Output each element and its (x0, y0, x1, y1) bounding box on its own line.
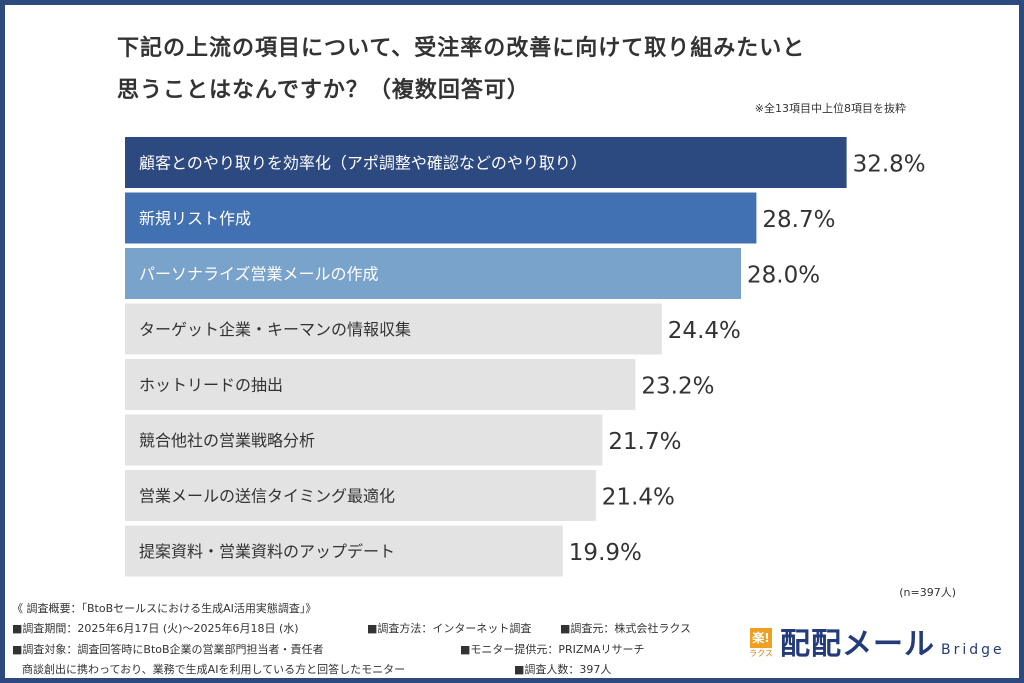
survey-target-detail: 商談創出に携わっており、業務で生成AIを利用している方と回答したモニター (22, 663, 406, 676)
logo-name: 配配メール (780, 627, 935, 662)
bar-category-label: 顧客とのやり取りを効率化（アポ調整や確認などのやり取り） (139, 154, 587, 173)
logo-sub: Bridge (941, 642, 1005, 658)
chart-note: ※全13項目中上位8項目を抜粋 (754, 102, 906, 115)
survey-source: ■調査元：株式会社ラクス (560, 622, 692, 635)
bar (125, 359, 636, 410)
bar (125, 248, 741, 299)
footer-row-2: ■調査対象：調査回答時にBtoB企業の営業部門担当者・責任者 ■モニター提供元：… (12, 641, 712, 656)
rakus-logo-icon: 楽! ラクス (748, 628, 774, 662)
survey-title: 《 調査概要：「BtoBセールスにおける生成AI活用実態調査」》 (12, 602, 317, 615)
bar-value-label: 23.2% (641, 374, 714, 400)
bar-value-label: 32.8% (853, 152, 926, 178)
footer-row-3: 商談創出に携わっており、業務で生成AIを利用している方と回答したモニター ■調査… (12, 661, 712, 676)
survey-target: ■調査対象：調査回答時にBtoB企業の営業部門担当者・責任者 (12, 643, 324, 656)
bar-category-label: 営業メールの送信タイミング最適化 (139, 487, 395, 506)
survey-monitor: ■モニター提供元：PRIZMAリサーチ (460, 643, 645, 656)
bar-value-label: 28.7% (762, 207, 835, 233)
bar (125, 414, 603, 466)
bar-category-label: 競合他社の営業戦略分析 (139, 431, 315, 450)
sample-size: (n=397人) (899, 586, 956, 599)
survey-period: ■調査期間：2025年6月17日 (火)〜2025年6月18日 (水) (12, 622, 299, 635)
bar-category-label: 新規リスト作成 (139, 209, 251, 228)
bar (125, 137, 847, 188)
bar-value-label: 21.4% (602, 485, 675, 511)
bar (125, 525, 563, 577)
bar (125, 470, 596, 521)
bar (125, 303, 662, 355)
title-line-1: 下記の上流の項目について、受注率の改善に向けて取り組みたいと (117, 36, 806, 61)
logo: 楽! ラクス 配配メール Bridge (748, 628, 1005, 662)
bar (125, 192, 757, 244)
footer-row-1: ■調査期間：2025年6月17日 (火)〜2025年6月18日 (水) ■調査方… (12, 620, 712, 635)
survey-method: ■調査方法：インターネット調査 (367, 622, 532, 635)
title-line-2: 思うことはなんですか？（複数回答可） (117, 78, 530, 103)
bar-category-label: ホットリードの抽出 (139, 376, 283, 395)
bar-value-label: 28.0% (747, 263, 820, 289)
bar-value-label: 19.9% (569, 540, 642, 566)
bar-category-label: パーソナライズ営業メールの作成 (139, 265, 379, 284)
survey-count: ■調査人数：397人 (514, 663, 612, 676)
chart-title: 下記の上流の項目について、受注率の改善に向けて取り組みたいと 思うことはなんです… (117, 28, 805, 112)
bar-category-label: ターゲット企業・キーマンの情報収集 (139, 320, 411, 339)
bar-value-label: 24.4% (668, 318, 741, 344)
bar-value-label: 21.7% (608, 429, 681, 455)
bar-category-label: 提案資料・営業資料のアップデート (139, 542, 395, 561)
